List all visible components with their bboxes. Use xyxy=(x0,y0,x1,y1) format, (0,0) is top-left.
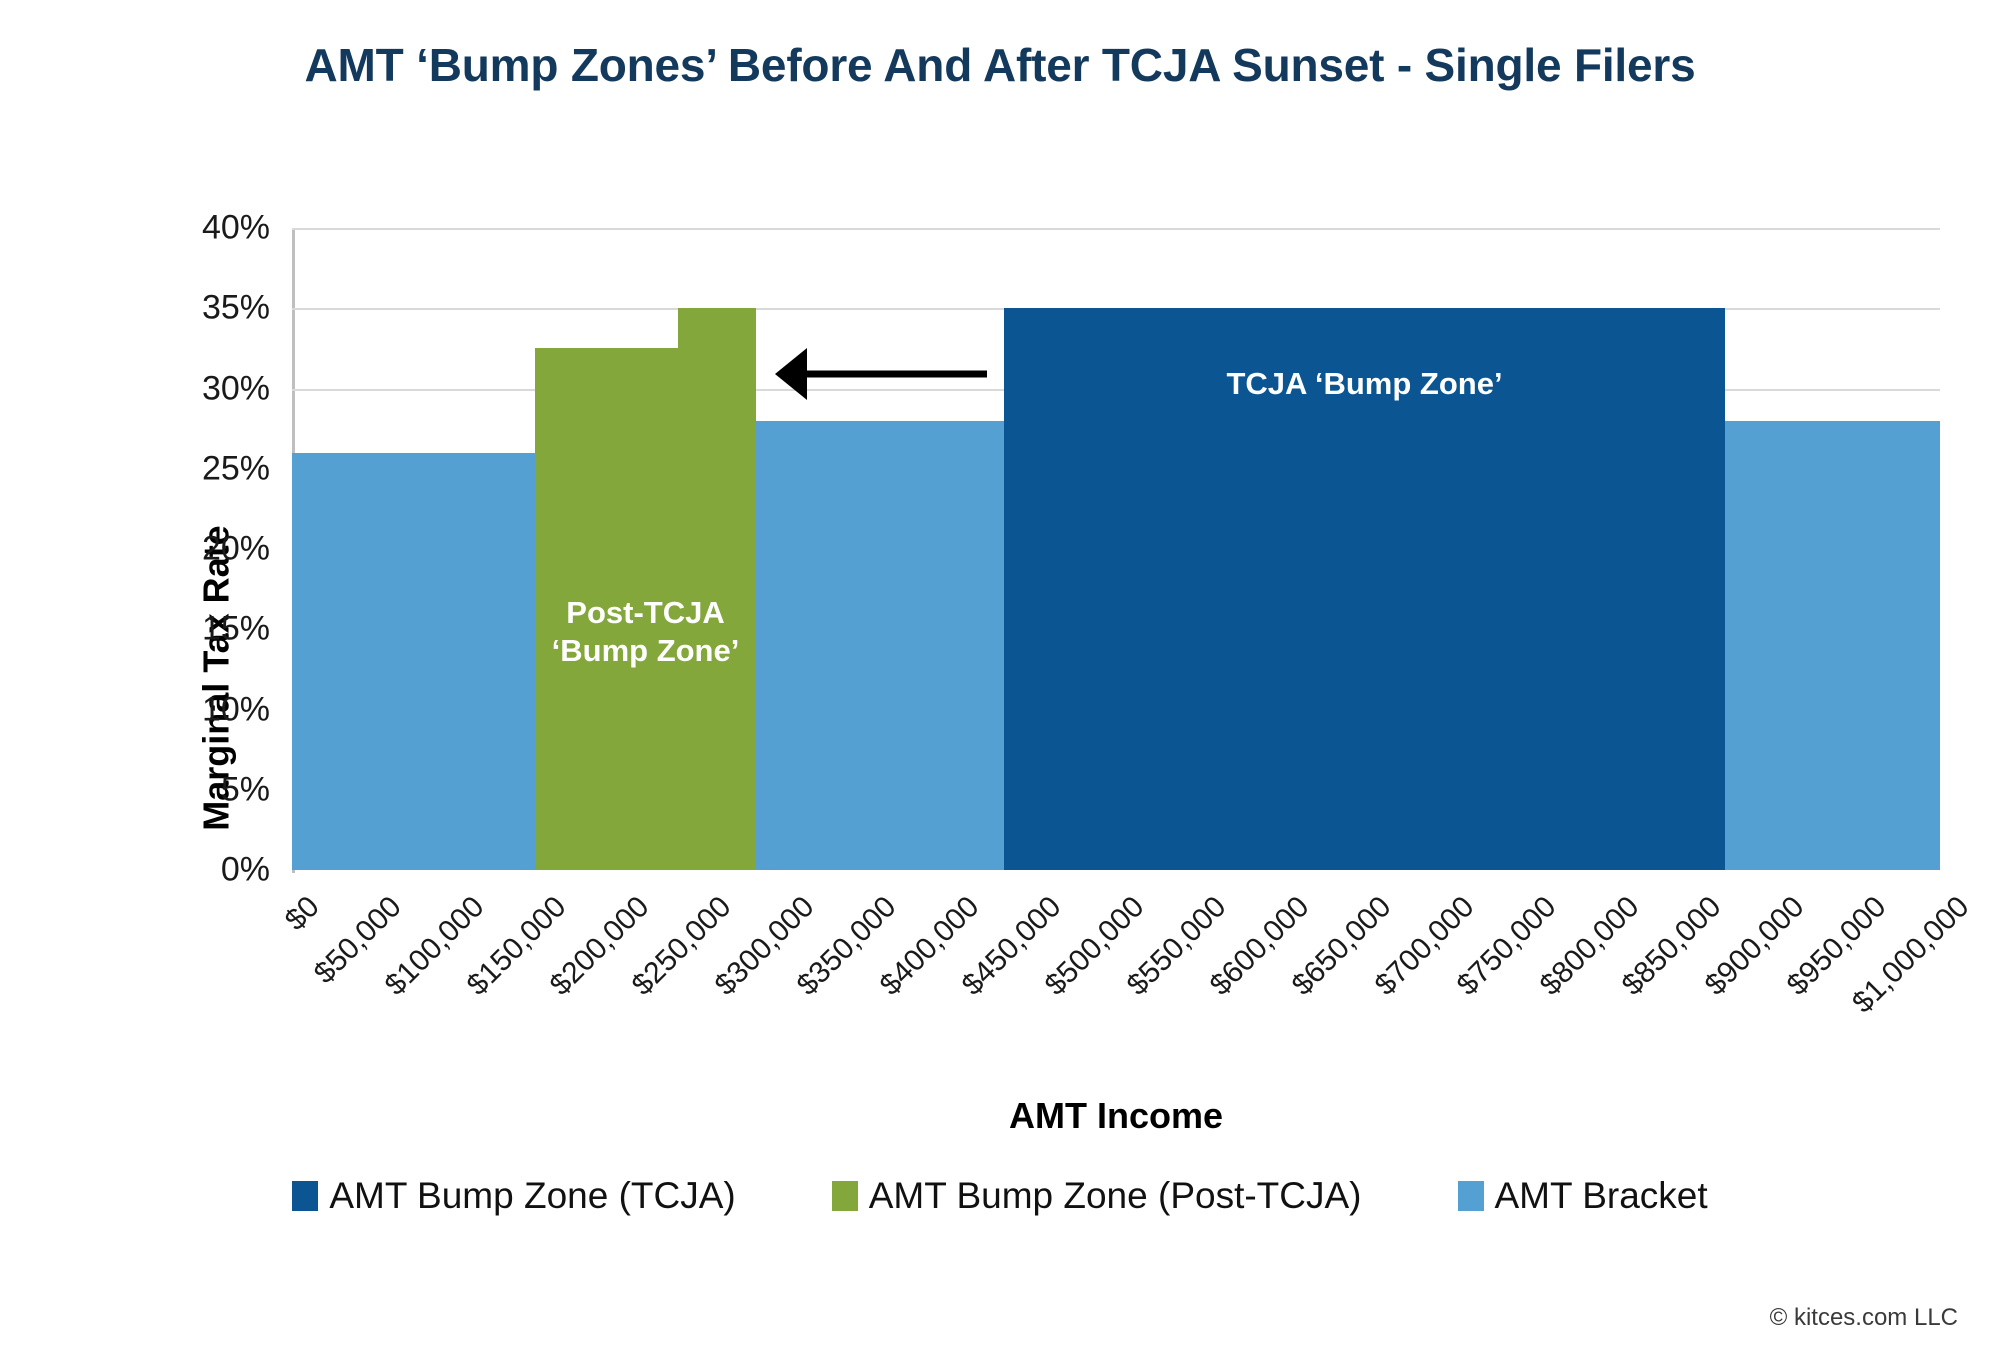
y-tick-label: 5% xyxy=(220,770,270,809)
gridline xyxy=(292,228,1940,230)
legend-label: AMT Bump Zone (Post-TCJA) xyxy=(868,1175,1362,1216)
legend-label: AMT Bump Zone (TCJA) xyxy=(329,1175,736,1216)
y-tick-label: 25% xyxy=(201,449,270,488)
y-tick-label: 30% xyxy=(201,369,270,407)
x-tick-label: $0 xyxy=(278,890,326,937)
legend-item-amt-bracket[interactable]: AMT Bracket xyxy=(1457,1175,1708,1217)
y-tick-label: 0% xyxy=(220,850,270,889)
arrow-shaft xyxy=(801,370,987,378)
legend-item-tcja[interactable]: AMT Bump Zone (TCJA) xyxy=(292,1175,736,1217)
legend: AMT Bump Zone (TCJA) AMT Bump Zone (Post… xyxy=(0,1175,2000,1217)
post-tcja-bump-zone-segment-1 xyxy=(535,348,678,870)
post-tcja-bump-zone-segment-2 xyxy=(678,308,756,870)
tcja-bump-zone-labelbox: TCJA ‘Bump Zone’ xyxy=(1004,365,1725,415)
legend-swatch-icon xyxy=(1457,1181,1484,1211)
x-axis-title: AMT Income xyxy=(1008,1095,1223,1136)
post-tcja-bump-zone-label: Post-TCJA ‘Bump Zone’ xyxy=(551,595,740,668)
legend-item-post-tcja[interactable]: AMT Bump Zone (Post-TCJA) xyxy=(831,1175,1362,1217)
y-tick-label: 10% xyxy=(201,690,270,728)
x-axis-ticks: $0 $50,000 $100,000 $150,000 $200,000 $2… xyxy=(279,876,1976,1020)
legend-label: AMT Bracket xyxy=(1494,1175,1708,1216)
legend-swatch-icon xyxy=(292,1181,319,1211)
y-axis-ticks: 40% 35% 30% 25% 20% 15% 10% 5% 0% xyxy=(110,209,396,889)
page-title: AMT ‘Bump Zones’ Before And After TCJA S… xyxy=(304,39,1696,91)
tcja-bump-zone-label: TCJA ‘Bump Zone’ xyxy=(1226,366,1503,401)
y-tick-label: 35% xyxy=(201,288,270,327)
y-tick-label: 40% xyxy=(201,208,270,247)
left-arrow-icon xyxy=(775,346,987,402)
legend-swatch-icon xyxy=(831,1181,858,1211)
y-tick-label: 20% xyxy=(201,529,270,568)
plot-area: Post-TCJA ‘Bump Zone’ TCJA ‘Bump Zone’ xyxy=(292,228,1940,870)
copyright-notice: © kitces.com LLC xyxy=(1769,1304,1958,1331)
tcja-bump-zone-segment xyxy=(1004,308,1725,870)
y-tick-label: 15% xyxy=(201,609,270,648)
post-tcja-bump-zone-labelbox: Post-TCJA ‘Bump Zone’ xyxy=(535,590,756,750)
